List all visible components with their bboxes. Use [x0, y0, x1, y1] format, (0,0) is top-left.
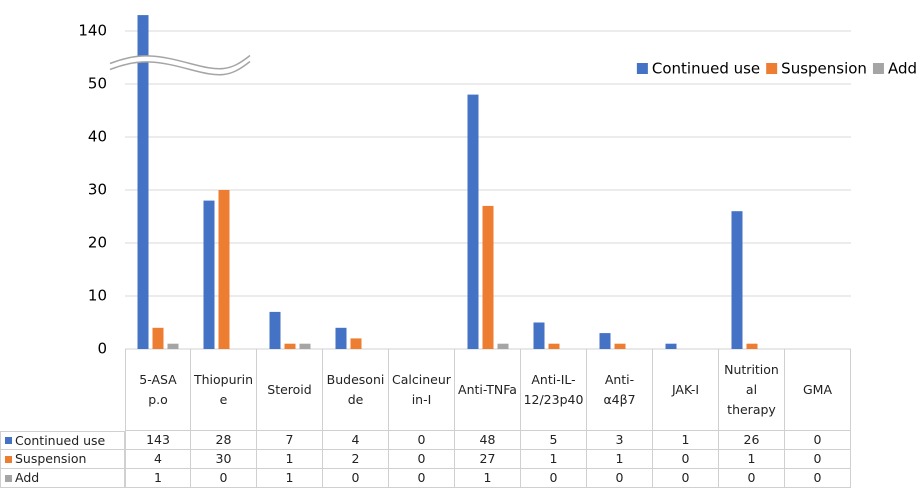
- table-value: 1: [257, 450, 323, 469]
- y-tick-label: 0: [97, 340, 107, 358]
- table-value: 1: [587, 450, 653, 469]
- bar: [137, 15, 149, 349]
- table-value: 28: [191, 431, 257, 450]
- table-value: 27: [455, 450, 521, 469]
- axis-break-band: [108, 56, 252, 75]
- axis-break-line: [109, 54, 251, 70]
- table-row-label: Continued use: [0, 431, 125, 450]
- bar: [218, 190, 230, 349]
- bar: [731, 211, 743, 349]
- bar: [203, 200, 215, 349]
- bar: [350, 338, 362, 349]
- y-tick-label: 40: [88, 128, 107, 146]
- table-series-name: Suspension: [15, 451, 87, 466]
- table-header-cell: 5-ASA p.o: [125, 349, 191, 431]
- table-value: 1: [125, 469, 191, 488]
- legend-swatch: [766, 63, 778, 74]
- table-header-cell: Steroid: [257, 349, 323, 431]
- y-tick-label: 20: [88, 234, 107, 252]
- table-header-cell: Anti-α4β7: [587, 349, 653, 431]
- bar: [335, 327, 347, 349]
- table-value: 30: [191, 450, 257, 469]
- table-value: 0: [653, 450, 719, 469]
- table-header-cell: JAK-I: [653, 349, 719, 431]
- table-value: 0: [653, 469, 719, 488]
- bar: [599, 333, 611, 349]
- table-series-name: Add: [15, 470, 40, 485]
- legend-label: Suspension: [781, 60, 867, 78]
- table-value: 48: [455, 431, 521, 450]
- table-header-cell: Thiopurine: [191, 349, 257, 431]
- table-value: 143: [125, 431, 191, 450]
- table-value: 1: [257, 469, 323, 488]
- table-header-cell: GMA: [785, 349, 851, 431]
- table-swatch: [5, 437, 12, 444]
- bar: [614, 343, 626, 349]
- y-tick-label: 50: [88, 75, 107, 93]
- table-value: 1: [521, 450, 587, 469]
- table-value: 0: [785, 469, 851, 488]
- bar: [167, 343, 179, 349]
- legend: Continued use Suspension Add: [636, 60, 917, 78]
- bar: [533, 322, 545, 349]
- table-header-cell: Anti-TNFa: [455, 349, 521, 431]
- table-value: 26: [719, 431, 785, 450]
- table-value: 4: [323, 431, 389, 450]
- bar: [284, 343, 296, 349]
- table-value: 0: [389, 450, 455, 469]
- table-value: 0: [785, 450, 851, 469]
- y-tick-label: 140: [78, 22, 107, 40]
- table-value: 7: [257, 431, 323, 450]
- table-value: 1: [455, 469, 521, 488]
- table-value: 2: [323, 450, 389, 469]
- bar: [152, 327, 164, 349]
- table-value: 5: [521, 431, 587, 450]
- bar: [746, 343, 758, 349]
- table-value: 3: [587, 431, 653, 450]
- bar: [497, 343, 509, 349]
- table-value: 0: [389, 431, 455, 450]
- table-header-cell: Anti-IL-12/23p40: [521, 349, 587, 431]
- bar: [482, 205, 494, 349]
- legend-label: Add: [888, 60, 917, 78]
- table-row-label: Add: [0, 469, 125, 488]
- y-tick-label: 30: [88, 181, 107, 199]
- bar: [269, 311, 281, 349]
- legend-swatch: [872, 63, 884, 74]
- bar: [467, 94, 479, 349]
- table-header-cell: Calcineurin-I: [389, 349, 455, 431]
- table-header-cell: Budesonide: [323, 349, 389, 431]
- axis-break-line: [109, 60, 251, 76]
- bar: [665, 343, 677, 349]
- table-row-label: Suspension: [0, 450, 125, 469]
- table-value: 0: [587, 469, 653, 488]
- table-swatch: [5, 455, 12, 463]
- table-value: 4: [125, 450, 191, 469]
- table-value: 0: [521, 469, 587, 488]
- table-value: 0: [389, 469, 455, 488]
- legend-swatch: [636, 63, 648, 74]
- table-value: 0: [719, 469, 785, 488]
- bar: [548, 343, 560, 349]
- table-value: 1: [719, 450, 785, 469]
- bar: [299, 343, 311, 349]
- table-value: 0: [323, 469, 389, 488]
- table-series-name: Continued use: [15, 432, 106, 448]
- table-header-cell: Nutritional therapy: [719, 349, 785, 431]
- y-tick-label: 10: [88, 287, 107, 305]
- table-value: 0: [191, 469, 257, 488]
- table-value: 0: [785, 431, 851, 450]
- table-swatch: [5, 474, 12, 482]
- table-value: 1: [653, 431, 719, 450]
- legend-label: Continued use: [652, 60, 760, 78]
